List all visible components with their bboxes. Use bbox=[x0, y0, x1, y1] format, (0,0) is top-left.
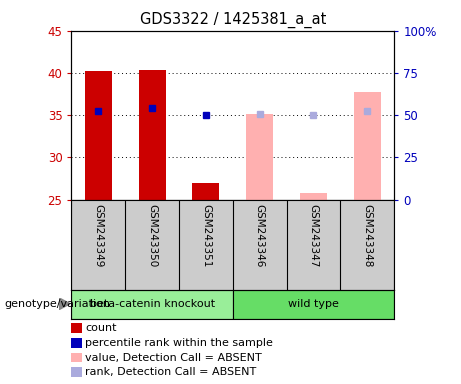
Bar bbox=[246, 114, 273, 200]
Bar bbox=[193, 183, 219, 200]
Bar bbox=[233, 290, 394, 319]
Text: value, Detection Call = ABSENT: value, Detection Call = ABSENT bbox=[85, 353, 262, 362]
Text: beta-catenin knockout: beta-catenin knockout bbox=[89, 299, 215, 310]
Text: percentile rank within the sample: percentile rank within the sample bbox=[85, 338, 273, 348]
Polygon shape bbox=[59, 298, 70, 310]
Text: GSM243348: GSM243348 bbox=[362, 204, 372, 268]
Text: GSM243347: GSM243347 bbox=[308, 204, 319, 268]
Text: count: count bbox=[85, 323, 117, 333]
Text: rank, Detection Call = ABSENT: rank, Detection Call = ABSENT bbox=[85, 367, 256, 377]
Bar bbox=[85, 71, 112, 200]
Text: GSM243349: GSM243349 bbox=[93, 204, 103, 268]
Text: GSM243350: GSM243350 bbox=[147, 204, 157, 267]
Bar bbox=[354, 91, 381, 200]
Bar bbox=[71, 290, 233, 319]
Title: GDS3322 / 1425381_a_at: GDS3322 / 1425381_a_at bbox=[140, 12, 326, 28]
Text: wild type: wild type bbox=[288, 299, 339, 310]
Bar bbox=[300, 193, 327, 200]
Text: GSM243351: GSM243351 bbox=[201, 204, 211, 268]
Text: genotype/variation: genotype/variation bbox=[5, 299, 111, 309]
Bar bbox=[139, 70, 165, 200]
Text: GSM243346: GSM243346 bbox=[254, 204, 265, 268]
